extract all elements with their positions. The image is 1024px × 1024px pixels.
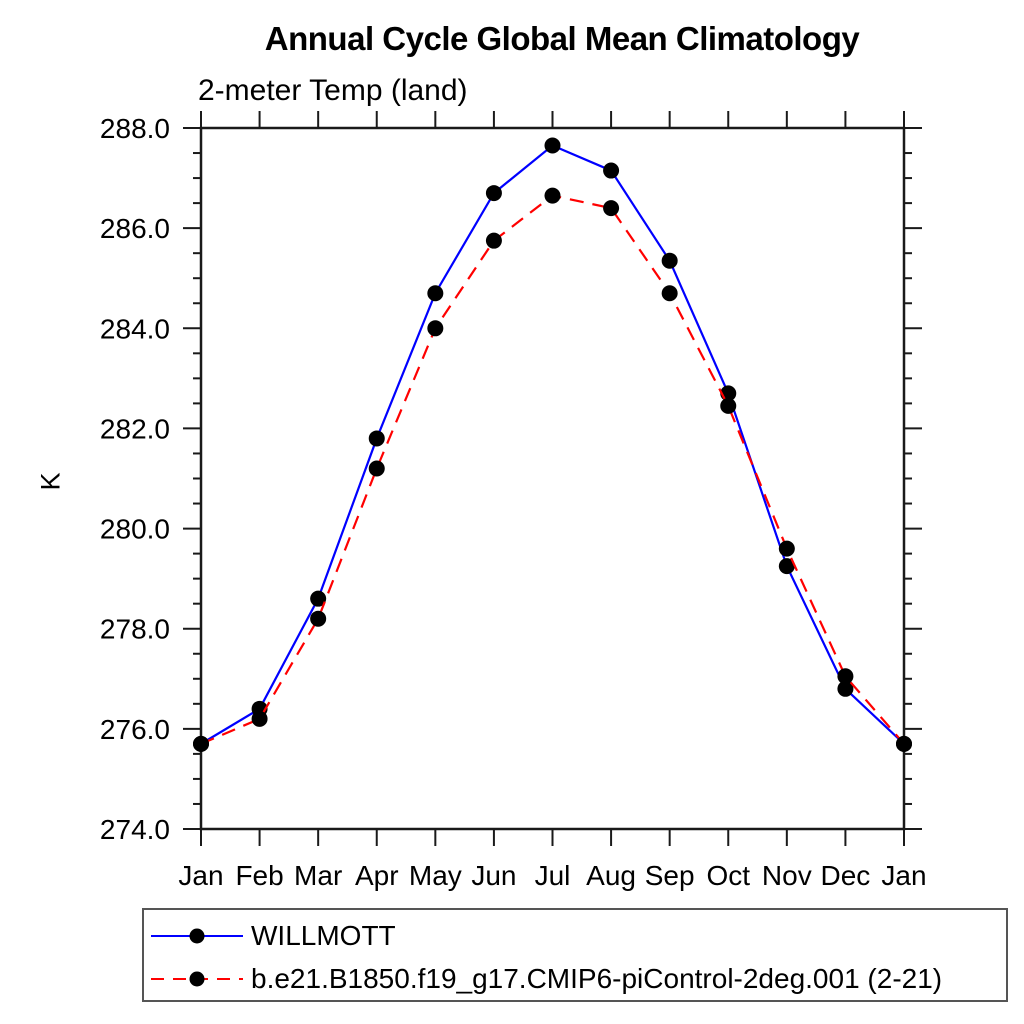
legend-label-model: b.e21.B1850.f19_g17.CMIP6-piControl-2deg… <box>251 963 943 994</box>
legend-item-model: b.e21.B1850.f19_g17.CMIP6-piControl-2deg… <box>149 963 942 994</box>
series-line-solid <box>200 144 905 745</box>
chart-subtitle: 2-meter Temp (land) <box>198 74 468 107</box>
data-point-marker <box>427 285 444 302</box>
legend-line-sample-solid <box>151 928 243 944</box>
data-point-marker <box>603 200 620 217</box>
x-tick-label: Nov <box>762 860 812 891</box>
x-axis-ticks <box>200 111 905 846</box>
y-tick-label: 282.0 <box>100 413 170 444</box>
x-tick-label: Mar <box>294 860 342 891</box>
data-point-marker <box>778 540 795 557</box>
data-point-marker <box>661 252 678 269</box>
legend-label-willmott: WILLMOTT <box>251 920 396 951</box>
data-point-marker <box>251 710 268 727</box>
series-line-dashed <box>200 194 905 745</box>
data-point-marker <box>368 460 385 477</box>
y-tick-label: 288.0 <box>100 113 170 144</box>
data-point-marker <box>485 185 502 202</box>
x-tick-label: Oct <box>706 860 750 891</box>
y-tick-label: 280.0 <box>100 514 170 545</box>
x-tick-label: Jan <box>178 860 223 891</box>
x-tick-label: Jan <box>881 860 926 891</box>
y-tick-label: 278.0 <box>100 614 170 645</box>
data-point-marker <box>544 187 561 204</box>
data-point-marker <box>485 232 502 249</box>
data-point-marker <box>896 735 912 752</box>
data-point-marker <box>720 397 737 414</box>
y-axis-labels: 274.0 276.0 278.0 280.0 282.0 284.0 286.0 288.0 <box>100 113 170 845</box>
y-axis-ticks <box>183 127 922 830</box>
y-tick-label: 274.0 <box>100 814 170 845</box>
y-tick-label: 286.0 <box>100 213 170 244</box>
x-tick-label: Jul <box>535 860 571 891</box>
series-model <box>193 187 912 752</box>
y-tick-label: 276.0 <box>100 714 170 745</box>
data-point-marker <box>193 735 209 752</box>
x-tick-label: Apr <box>355 860 399 891</box>
plot-frame <box>199 126 906 831</box>
data-point-marker <box>310 590 327 607</box>
data-point-marker <box>837 680 854 697</box>
data-point-marker <box>603 162 620 179</box>
data-point-marker <box>778 558 795 575</box>
data-point-marker <box>837 668 854 685</box>
data-point-marker <box>427 320 444 337</box>
x-tick-label: Feb <box>235 860 283 891</box>
x-axis-labels: Jan Feb Mar Apr May Jun Jul Aug Sep Oct Nov Dec Jan <box>178 860 926 891</box>
x-tick-label: May <box>409 860 462 891</box>
x-tick-label: Jun <box>471 860 516 891</box>
data-point-marker <box>661 285 678 302</box>
x-tick-label: Sep <box>645 860 695 891</box>
data-point-marker <box>368 430 385 447</box>
legend-item-willmott: WILLMOTT <box>149 920 396 951</box>
legend-line-sample-dashed <box>151 971 243 987</box>
x-tick-label: Aug <box>586 860 636 891</box>
y-tick-label: 284.0 <box>100 313 170 344</box>
chart-title: Annual Cycle Global Mean Climatology <box>264 20 860 57</box>
series-willmott <box>193 137 912 752</box>
x-tick-label: Dec <box>821 860 871 891</box>
data-point-marker <box>310 610 327 627</box>
legend-box: WILLMOTT b.e21.B1850.f19_g17.CMIP6-piCon… <box>142 908 1008 1002</box>
data-point-marker <box>544 137 561 154</box>
